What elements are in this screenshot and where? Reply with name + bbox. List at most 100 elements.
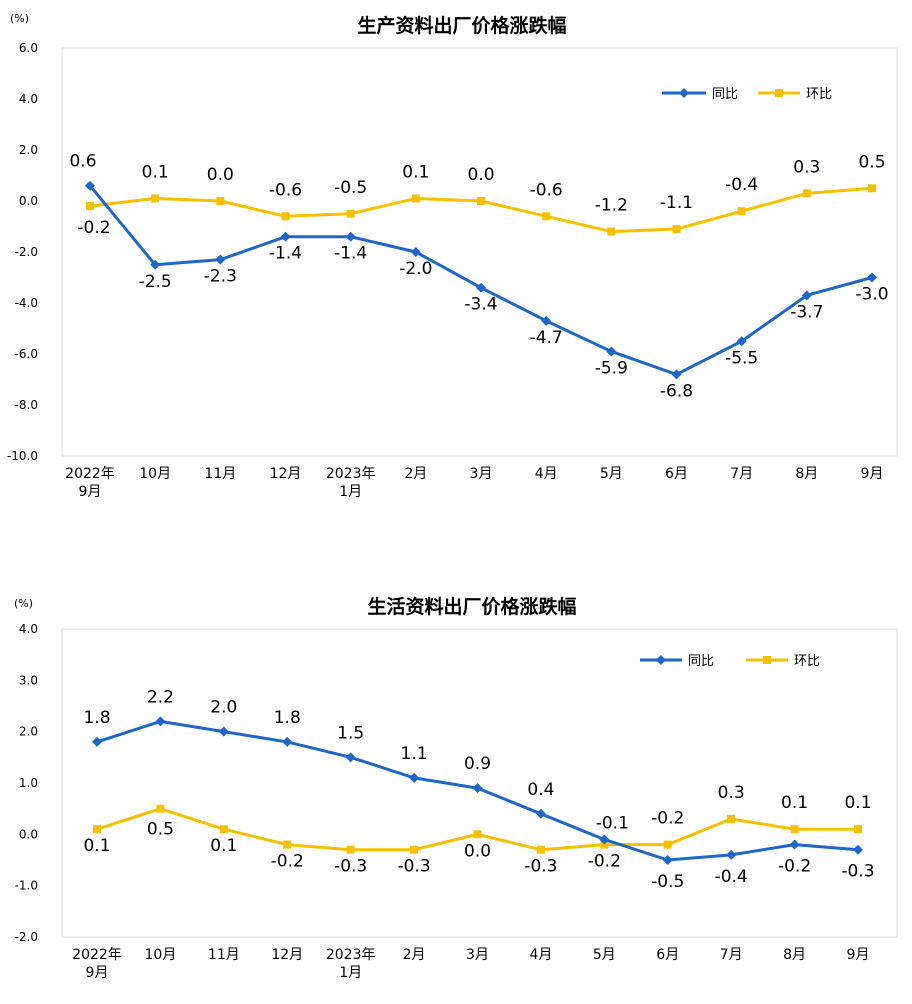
y-tick-label: 3.0	[19, 673, 38, 687]
data-label: -0.6	[530, 180, 563, 200]
data-point-marker	[346, 209, 355, 218]
data-point-marker	[663, 840, 672, 849]
legend-label: 同比	[712, 87, 738, 102]
x-tick-label: 2022年 9月	[72, 947, 122, 981]
data-label: -3.0	[855, 285, 888, 305]
x-tick-label: 7月	[720, 947, 743, 963]
data-point-marker	[409, 772, 420, 783]
data-label: 0.1	[210, 836, 237, 856]
x-tick-line: 4月	[535, 466, 558, 482]
data-label: 0.9	[464, 754, 491, 774]
x-tick-label: 5月	[600, 466, 623, 482]
y-tick-label: -6.0	[15, 347, 38, 361]
legend-marker	[656, 655, 666, 665]
data-label: -0.2	[778, 857, 811, 877]
x-tick-line: 9月	[79, 484, 102, 500]
data-point-marker	[600, 840, 609, 849]
x-tick-line: 11月	[208, 947, 240, 963]
data-point-marker	[86, 202, 94, 211]
data-label: -1.4	[269, 244, 302, 264]
data-label: -2.0	[399, 259, 432, 279]
data-point-marker	[281, 212, 290, 221]
legend-label: 环比	[794, 654, 820, 669]
y-tick-label: -10.0	[7, 449, 38, 463]
data-label: 0.5	[858, 152, 885, 172]
data-label: 1.8	[274, 708, 301, 728]
data-label: 1.8	[83, 708, 110, 728]
data-point-marker	[801, 290, 812, 301]
data-point-marker	[671, 369, 682, 380]
x-tick-label: 9月	[847, 947, 870, 963]
data-point-marker	[472, 783, 483, 794]
x-tick-line: 10月	[145, 947, 177, 963]
x-tick-label: 4月	[529, 947, 552, 963]
data-point-marker	[155, 716, 166, 727]
data-point-marker	[283, 840, 292, 849]
x-tick-line: 3月	[470, 466, 493, 482]
x-tick-line: 4月	[529, 947, 552, 963]
data-label: -6.8	[660, 381, 693, 401]
chart-2: 生活资料出厂价格涨跌幅 (%) 4.0 3.0 2.0 1.0 0.0 -1.0 -2.0 202…	[14, 595, 898, 981]
data-label: 0.4	[527, 780, 554, 800]
y-tick-label: 0.0	[19, 194, 38, 208]
data-point-marker	[92, 736, 102, 747]
legend-marker	[775, 89, 783, 97]
x-tick-line: 7月	[730, 466, 753, 482]
series-yoy	[92, 716, 863, 865]
data-label: -5.5	[725, 348, 758, 368]
data-label: -2.3	[204, 267, 237, 287]
data-point-marker	[410, 845, 419, 854]
data-label: 0.1	[402, 162, 429, 182]
x-tick-line: 3月	[466, 947, 489, 963]
data-point-marker	[736, 336, 747, 347]
data-label: -0.2	[588, 852, 621, 872]
data-point-marker	[727, 814, 736, 823]
data-label: -0.6	[269, 180, 302, 200]
data-label: -5.9	[595, 358, 628, 378]
x-tick-label: 2月	[403, 947, 426, 963]
x-tick-label: 7月	[730, 466, 753, 482]
data-point-marker	[867, 272, 877, 283]
y-axis-unit-label: (%)	[10, 12, 29, 25]
x-tick-line: 8月	[783, 947, 806, 963]
x-tick-line: 2月	[404, 466, 427, 482]
x-tick-line: 2023年	[326, 947, 376, 963]
legend: 同比 环比	[662, 87, 832, 102]
data-label: 0.1	[142, 162, 169, 182]
data-label: 0.0	[207, 165, 234, 185]
data-point-marker	[280, 231, 291, 242]
x-tick-line: 6月	[665, 466, 688, 482]
y-tick-label: 4.0	[19, 622, 38, 636]
data-point-marker	[218, 726, 229, 737]
data-point-marker	[282, 736, 293, 747]
data-point-marker	[662, 855, 673, 865]
x-tick-line: 6月	[656, 947, 679, 963]
data-label: -0.2	[77, 218, 110, 238]
x-tick-label: 10月	[145, 947, 177, 963]
x-tick-line: 7月	[720, 947, 743, 963]
data-point-marker	[473, 830, 482, 839]
data-point-marker	[477, 197, 485, 205]
data-point-marker	[672, 225, 681, 234]
x-tick-label: 10月	[139, 466, 171, 482]
x-tick-line: 2022年	[72, 947, 122, 963]
data-point-marker	[790, 825, 799, 834]
data-point-marker	[215, 254, 226, 265]
data-point-marker	[150, 259, 161, 270]
x-tick-line: 5月	[593, 947, 616, 963]
data-label: -0.5	[334, 178, 367, 198]
data-label: 0.6	[69, 152, 96, 172]
y-tick-label: -1.0	[15, 879, 38, 893]
data-label: -1.1	[660, 193, 693, 213]
data-label: 0.0	[464, 841, 491, 861]
x-tick-label: 6月	[665, 466, 688, 482]
data-point-marker	[606, 346, 617, 357]
x-tick-label: 8月	[795, 466, 818, 482]
x-tick-line: 2022年	[65, 466, 115, 482]
data-point-marker	[853, 844, 863, 855]
data-label: 2.0	[210, 698, 237, 718]
data-point-marker	[151, 194, 160, 203]
x-tick-line: 8月	[795, 466, 818, 482]
data-label: -0.3	[841, 862, 874, 882]
